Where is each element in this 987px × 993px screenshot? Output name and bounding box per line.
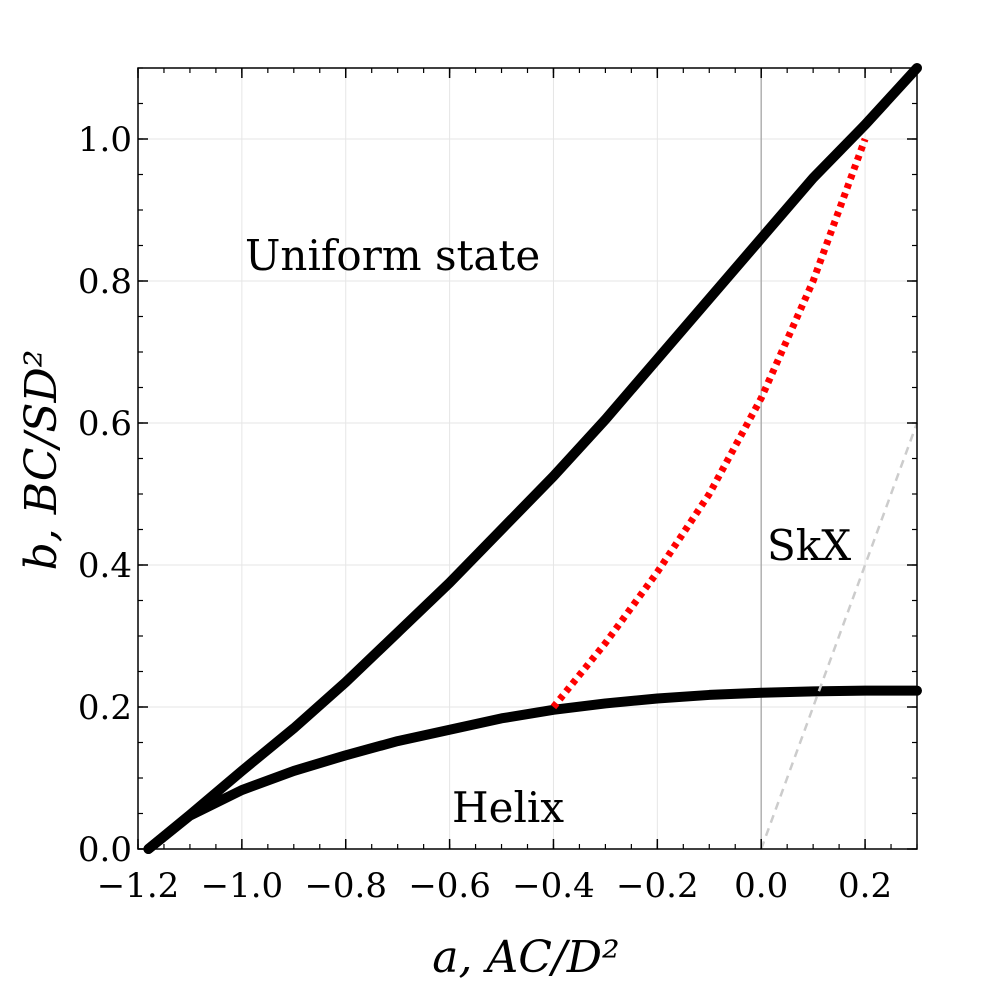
y-tick-label: 0.6 bbox=[78, 404, 132, 444]
series-line-1 bbox=[143, 63, 922, 854]
x-tick-label: −0.8 bbox=[304, 866, 387, 906]
x-tick-labels: −1.2 −1.0 −0.8 −0.6 −0.4 −0.2 0.0 0.2 bbox=[97, 866, 892, 906]
x-tick-label: −1.0 bbox=[201, 866, 284, 906]
x-tick-label: 0.2 bbox=[838, 866, 892, 906]
y-axis-title: b, BC/SD² bbox=[16, 350, 67, 571]
series-layer bbox=[143, 63, 922, 854]
y-tick-label: 0.4 bbox=[78, 546, 132, 586]
minor-ticks bbox=[137, 67, 918, 850]
y-tick-label: 0.8 bbox=[78, 262, 132, 302]
x-tick-label: −0.6 bbox=[408, 866, 491, 906]
y-tick-labels: 0.0 0.2 0.4 0.6 0.8 1.0 bbox=[78, 120, 132, 870]
series-line-2 bbox=[143, 685, 922, 854]
series-line-3 bbox=[550, 137, 869, 710]
y-tick-label: 0.2 bbox=[78, 688, 132, 728]
series-line-4 bbox=[760, 422, 919, 850]
region-label-uniform: Uniform state bbox=[245, 231, 540, 280]
x-tick-label: −1.2 bbox=[97, 866, 180, 906]
y-tick-label: 1.0 bbox=[78, 120, 132, 160]
x-tick-label: −0.4 bbox=[512, 866, 595, 906]
x-axis-title: a, AC/D² bbox=[432, 932, 619, 983]
region-label-skx: SkX bbox=[767, 521, 851, 570]
major-ticks bbox=[137, 68, 917, 850]
x-tick-label: −0.2 bbox=[616, 866, 699, 906]
y-tick-label: 0.0 bbox=[78, 830, 132, 870]
region-label-helix: Helix bbox=[452, 783, 564, 832]
x-tick-label: 0.0 bbox=[734, 866, 788, 906]
